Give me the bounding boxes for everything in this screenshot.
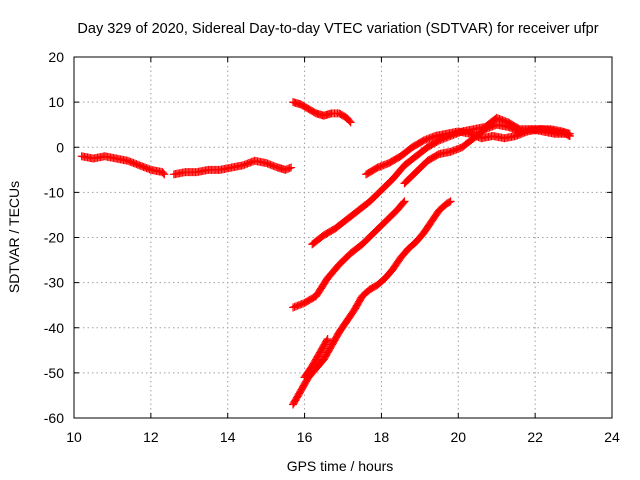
x-tick-label: 10 (66, 429, 82, 445)
x-tick-label: 18 (374, 429, 390, 445)
series-arc-7 (289, 197, 455, 409)
data-point (159, 169, 168, 178)
grid (74, 57, 612, 418)
data-point (322, 336, 331, 345)
data-point (287, 163, 296, 172)
series-arc-3 (289, 98, 355, 127)
y-tick-label: -30 (44, 275, 64, 291)
plot-frame (73, 56, 613, 419)
series-arc-5 (289, 197, 409, 312)
data-point (445, 198, 454, 207)
y-tick-label: -10 (44, 184, 64, 200)
data-point (160, 170, 169, 179)
x-tick-label: 14 (220, 429, 236, 445)
y-tick-label: -60 (44, 410, 64, 426)
x-tick-label: 22 (527, 429, 543, 445)
data-point (323, 335, 332, 344)
x-tick-label: 24 (604, 429, 620, 445)
y-tick-label: -50 (44, 365, 64, 381)
y-tick-label: 20 (48, 49, 64, 65)
data-point (345, 117, 354, 126)
y-tick-label: 10 (48, 94, 64, 110)
data-point (400, 197, 409, 206)
x-axis-label: GPS time / hours (287, 458, 394, 474)
series-arc-9 (400, 120, 574, 188)
y-tick-label: -40 (44, 320, 64, 336)
data-point (346, 118, 355, 127)
data-point (564, 131, 573, 140)
data-point (446, 197, 455, 206)
y-axis-label: SDTVAR / TECUs (6, 181, 22, 293)
x-tick-label: 20 (450, 429, 466, 445)
y-tick-label: 0 (56, 139, 64, 155)
chart-title: Day 329 of 2020, Sidereal Day-to-day VTE… (77, 21, 598, 37)
data-point (565, 131, 574, 140)
x-tick-label: 12 (143, 429, 159, 445)
y-tick-label: -20 (44, 230, 64, 246)
series-arc-1 (77, 152, 169, 179)
data-series (77, 98, 574, 409)
series-arc-8 (300, 335, 332, 382)
data-point (399, 198, 408, 207)
series-arc-2 (169, 156, 296, 179)
x-tick-label: 16 (297, 429, 313, 445)
axis-ticks: 10 12 14 16 18 20 22 24 -60 -50 -40 -30 -20 -10 0 10 20 (44, 49, 620, 445)
